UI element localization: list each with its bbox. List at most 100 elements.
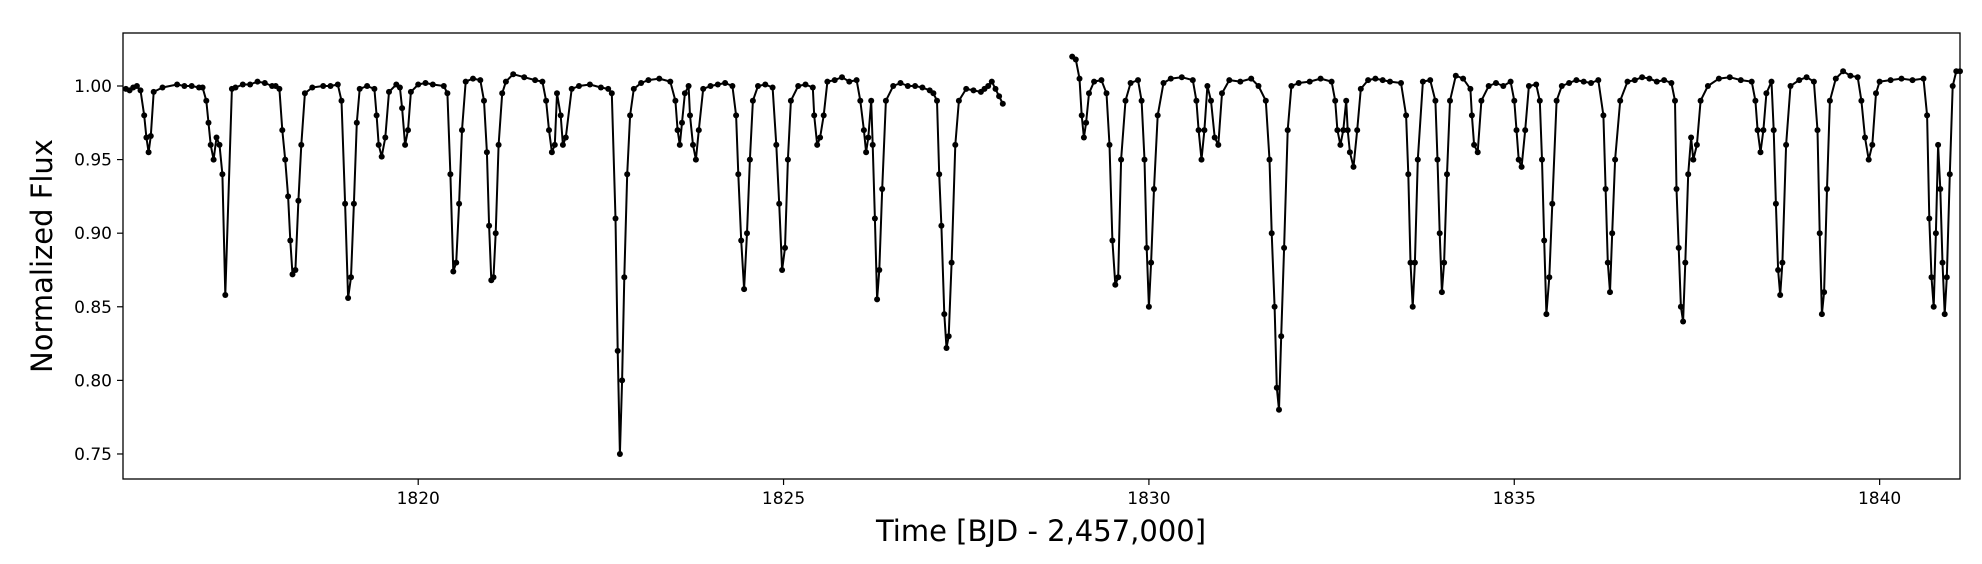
data-point: [1485, 83, 1492, 89]
data-point: [254, 78, 261, 85]
data-point: [1887, 77, 1894, 84]
data-point: [447, 171, 454, 178]
data-point: [674, 127, 681, 134]
data-point: [1690, 156, 1697, 163]
data-point: [1365, 77, 1372, 84]
data-point: [1617, 97, 1624, 104]
data-point: [1604, 259, 1611, 266]
data-point: [955, 97, 962, 104]
data-point: [897, 80, 904, 86]
data-point: [846, 78, 853, 85]
data-point: [1271, 303, 1278, 310]
data-point: [1869, 141, 1876, 148]
data-point: [1770, 127, 1777, 134]
data-point: [868, 97, 875, 104]
data-point: [247, 81, 254, 88]
data-point: [1515, 156, 1522, 163]
data-point: [1949, 83, 1956, 89]
data-point: [938, 222, 945, 229]
data-point: [1754, 127, 1761, 134]
data-point: [685, 83, 692, 89]
data-point: [1103, 90, 1110, 97]
data-point: [298, 141, 305, 148]
data-point: [608, 90, 615, 97]
x-tick-label: 1825: [762, 489, 805, 509]
data-point: [1145, 303, 1152, 310]
data-point: [375, 141, 382, 148]
data-point: [1344, 127, 1351, 134]
data-point: [735, 171, 742, 178]
data-point: [1803, 74, 1810, 81]
data-point: [1266, 156, 1273, 163]
data-point: [1558, 83, 1565, 89]
data-point: [1204, 83, 1211, 89]
data-point: [943, 345, 950, 351]
data-point: [817, 134, 824, 141]
data-point: [1566, 80, 1573, 86]
data-point: [1500, 83, 1507, 89]
y-axis-ticks: 0.75 0.80 0.85 0.90 0.95 1.00: [74, 77, 123, 465]
data-point: [1832, 75, 1839, 82]
data-point: [210, 156, 217, 163]
data-point: [773, 141, 780, 148]
data-point: [876, 267, 883, 273]
data-point: [1943, 274, 1950, 281]
y-axis-label: Normalized Flux: [25, 139, 59, 373]
data-point: [1668, 80, 1675, 86]
data-point: [502, 78, 509, 85]
data-point: [879, 186, 886, 192]
data-point: [137, 87, 144, 94]
data-point: [1434, 156, 1441, 163]
data-point: [490, 274, 497, 281]
data-point: [1414, 156, 1421, 163]
data-point: [1262, 97, 1269, 104]
data-point: [779, 267, 786, 273]
data-point: [1189, 77, 1196, 84]
data-point: [1143, 244, 1150, 251]
data-point: [614, 347, 621, 354]
data-point: [1935, 141, 1942, 148]
data-point: [1814, 127, 1821, 134]
data-point: [1522, 127, 1529, 134]
data-point: [1447, 97, 1453, 104]
y-tick-label: 1.00: [74, 77, 112, 97]
data-point: [809, 84, 816, 91]
data-point: [1847, 72, 1854, 79]
data-point: [912, 83, 919, 89]
data-point: [576, 83, 582, 89]
data-point: [741, 286, 748, 293]
data-point: [1941, 311, 1948, 318]
data-point: [1826, 97, 1833, 104]
data-point: [857, 97, 864, 104]
data-point: [145, 149, 152, 156]
data-point: [348, 274, 354, 281]
data-point: [1405, 171, 1412, 178]
data-point: [619, 377, 626, 384]
data-point: [1273, 384, 1280, 391]
data-point: [1493, 80, 1499, 86]
data-point: [1193, 97, 1200, 104]
data-point: [1926, 215, 1933, 222]
data-point: [1609, 230, 1616, 237]
data-point: [1775, 267, 1782, 273]
data-point: [1237, 78, 1244, 85]
data-point: [499, 90, 506, 97]
data-point: [769, 84, 776, 91]
data-point: [1427, 77, 1434, 84]
data-point: [714, 81, 721, 88]
data-point: [342, 200, 349, 207]
data-point: [1346, 149, 1353, 156]
data-point: [1573, 77, 1580, 84]
data-point: [207, 141, 214, 148]
data-point: [1432, 97, 1439, 104]
data-point: [1639, 74, 1646, 81]
data-point: [1195, 127, 1202, 134]
data-point: [350, 200, 357, 207]
data-point: [1201, 127, 1208, 134]
data-point: [627, 112, 634, 119]
data-point: [1248, 75, 1255, 82]
data-point: [624, 171, 631, 178]
data-point: [945, 333, 952, 340]
